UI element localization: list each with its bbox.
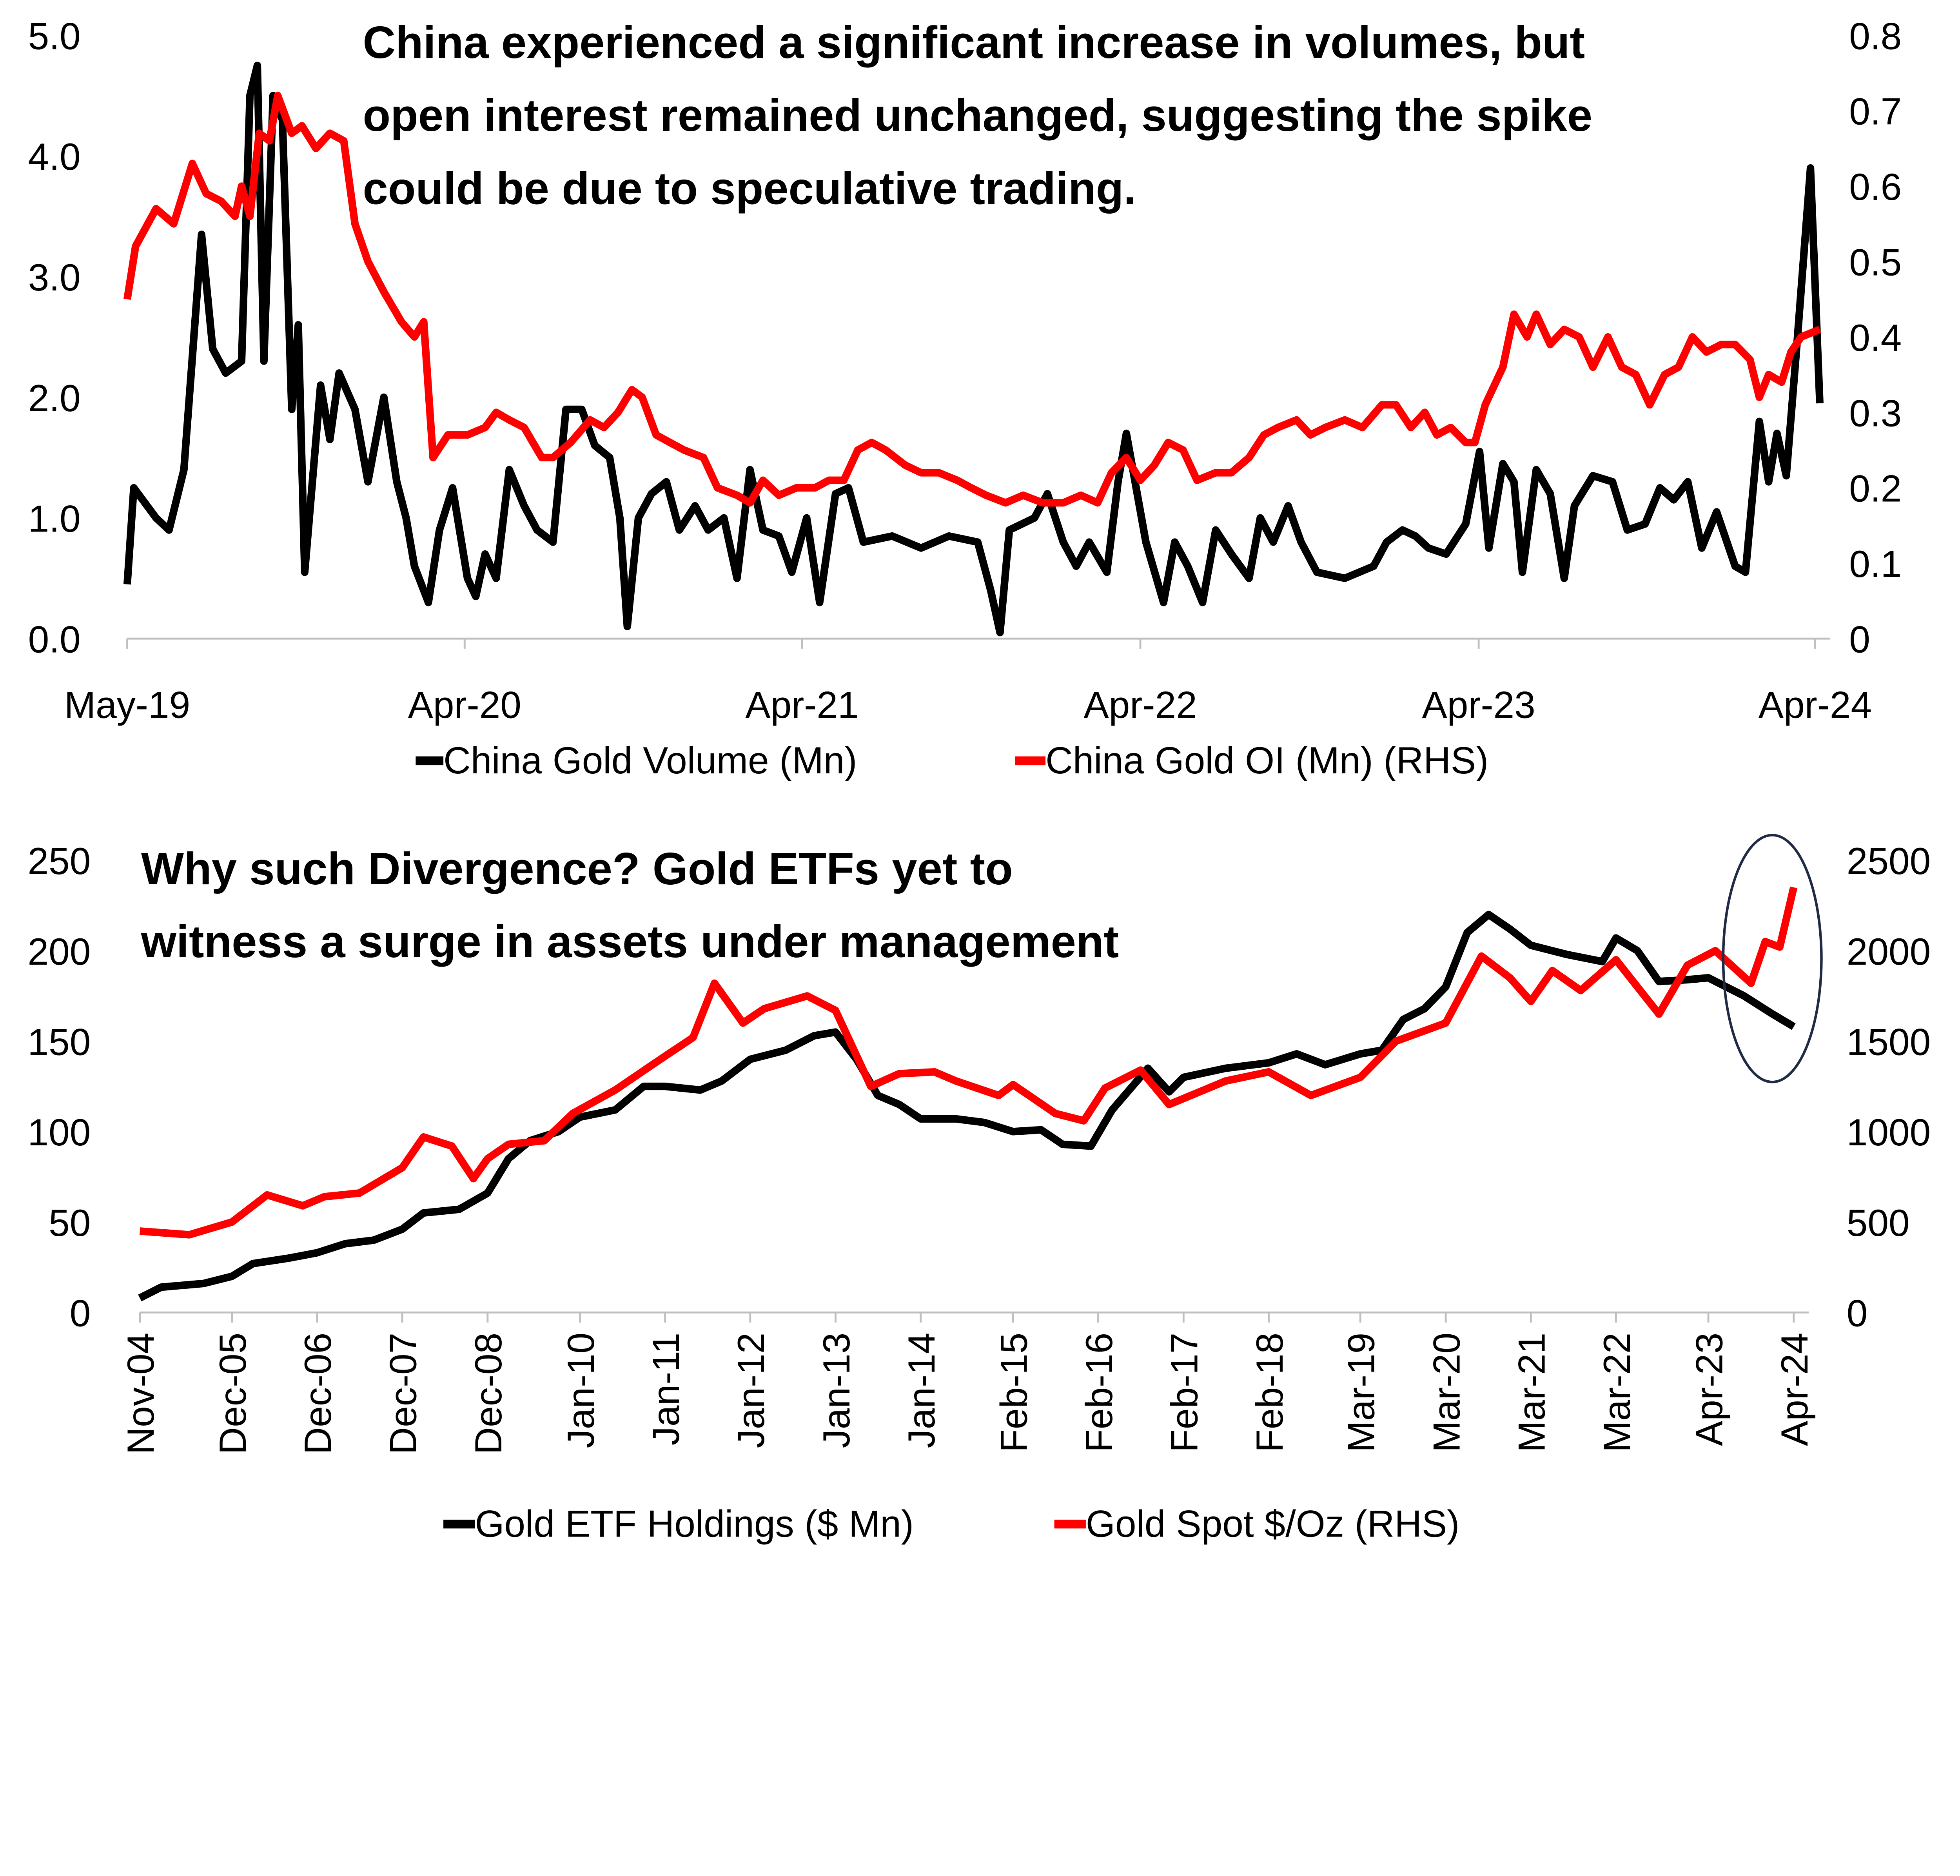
x-tick-label: Apr-24 — [1759, 684, 1872, 726]
y_right-tick-label: 0 — [1847, 1293, 1868, 1335]
y_right-tick-label: 0 — [1849, 619, 1870, 661]
x-tick-label: Jan-14 — [901, 1333, 943, 1448]
x-tick-label: Mar-21 — [1511, 1333, 1553, 1452]
annotation-text: could be due to speculative trading. — [363, 163, 1136, 214]
y_left-tick-label: 1.0 — [28, 498, 81, 540]
y_left-tick-label: 50 — [49, 1202, 91, 1244]
x-tick-label: Apr-24 — [1774, 1333, 1816, 1446]
y_left-tick-label: 3.0 — [28, 257, 81, 299]
y_right-tick-label: 0.2 — [1849, 468, 1902, 510]
annotation-text: China experienced a significant increase… — [363, 17, 1585, 68]
y_right-tick-label: 1500 — [1847, 1021, 1931, 1063]
y_right-tick-label: 0.5 — [1849, 242, 1902, 284]
y_left-tick-label: 5.0 — [28, 15, 81, 57]
top-chart: May-19 Apr-20 Apr-21 Apr-22 Apr-23 Apr-24 0.0 1… — [28, 15, 1902, 782]
x-tick-label: Jan-11 — [645, 1333, 687, 1446]
y_left-tick-label: 0 — [70, 1293, 91, 1335]
y_right-tick-label: 2000 — [1847, 931, 1931, 973]
y_right-tick-label: 0.7 — [1849, 91, 1902, 133]
x-tick-label: Jan-10 — [560, 1333, 602, 1448]
y_left-tick-label: 250 — [28, 840, 91, 882]
legend-label: China Gold Volume (Mn) — [443, 740, 857, 782]
y_left-tick-label: 150 — [28, 1021, 91, 1063]
x-tick-label: Mar-20 — [1426, 1333, 1468, 1452]
y_left-tick-label: 4.0 — [28, 136, 81, 178]
y_right-tick-label: 0.4 — [1849, 317, 1902, 359]
y_right-tick-label: 0.1 — [1849, 543, 1902, 585]
series-line-black — [138, 911, 1796, 1301]
x-tick-label: Apr-23 — [1422, 684, 1535, 726]
figure: May-19 Apr-20 Apr-21 Apr-22 Apr-23 Apr-24 0.0 1… — [28, 15, 1931, 1545]
x-tick-label: Dec-08 — [468, 1333, 510, 1455]
x-tick-label: Jan-12 — [730, 1333, 772, 1448]
series-line-red — [123, 92, 1821, 507]
legend-label: Gold Spot $/Oz (RHS) — [1086, 1503, 1460, 1545]
y_right-tick-label: 2500 — [1847, 840, 1931, 882]
series-line-black — [123, 62, 1824, 637]
highlight-ellipse — [1722, 834, 1823, 1083]
x-tick-label: Apr-20 — [408, 684, 521, 726]
x-tick-label: Feb-17 — [1164, 1333, 1206, 1452]
y_left-tick-label: 2.0 — [28, 377, 81, 419]
annotation-text: witness a surge in assets under manageme… — [141, 916, 1119, 967]
x-tick-label: Jan-13 — [816, 1333, 858, 1448]
annotation-text: open interest remained unchanged, sugges… — [363, 90, 1592, 141]
legend-label: China Gold OI (Mn) (RHS) — [1045, 740, 1488, 782]
y_right-tick-label: 0.8 — [1849, 15, 1902, 57]
legend-label: Gold ETF Holdings ($ Mn) — [475, 1503, 914, 1545]
x-tick-label: Apr-22 — [1083, 684, 1197, 726]
x-tick-label: Mar-19 — [1341, 1333, 1383, 1452]
x-tick-label: Apr-21 — [745, 684, 858, 726]
y_right-tick-label: 500 — [1847, 1202, 1910, 1244]
x-tick-label: Apr-23 — [1688, 1333, 1730, 1446]
x-tick-label: Nov-04 — [120, 1333, 162, 1455]
y_right-tick-label: 1000 — [1847, 1112, 1931, 1154]
annotation-text: Why such Divergence? Gold ETFs yet to — [141, 843, 1013, 894]
y_left-tick-label: 0.0 — [28, 619, 81, 661]
x-tick-label: Feb-15 — [993, 1333, 1035, 1452]
bottom-chart: Nov-04 Dec-05 Dec-06 Dec-07 Dec-08 Jan-10 Jan-… — [28, 834, 1931, 1545]
y_right-tick-label: 0.3 — [1849, 392, 1902, 434]
y_left-tick-label: 100 — [28, 1112, 91, 1154]
y_left-tick-label: 200 — [28, 931, 91, 973]
x-tick-label: Dec-06 — [297, 1333, 339, 1455]
x-tick-label: Mar-22 — [1596, 1333, 1638, 1452]
x-tick-label: Feb-18 — [1249, 1333, 1291, 1452]
series-line-red — [139, 886, 1798, 1239]
x-tick-label: Feb-16 — [1078, 1333, 1120, 1452]
x-tick-label: May-19 — [64, 684, 190, 726]
y_right-tick-label: 0.6 — [1849, 166, 1902, 208]
x-tick-label: Dec-05 — [212, 1333, 254, 1455]
x-tick-label: Dec-07 — [382, 1333, 424, 1455]
